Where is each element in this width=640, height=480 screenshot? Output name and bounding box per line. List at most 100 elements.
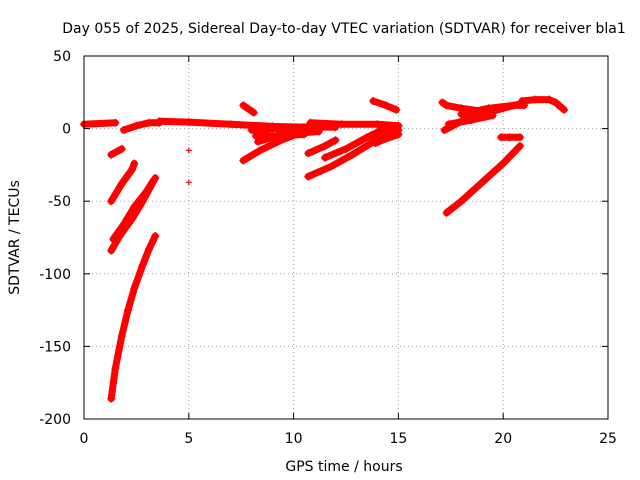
data-track (518, 96, 568, 114)
grid-lines (84, 56, 608, 419)
data-point (484, 104, 493, 113)
data-point (130, 284, 139, 293)
data-point (130, 159, 139, 168)
data-point (306, 118, 315, 127)
data-point (377, 121, 386, 130)
data-point (321, 142, 330, 151)
data-point (184, 118, 193, 127)
x-tick-label: 10 (285, 431, 303, 447)
data-point (107, 246, 116, 255)
data-point (331, 136, 340, 145)
series-track-01 (80, 118, 120, 129)
series-track-10 (239, 101, 258, 117)
data-point (394, 121, 403, 130)
series-track-24 (457, 101, 529, 119)
data-point (438, 98, 447, 107)
data-point (119, 220, 128, 229)
data-point (300, 130, 309, 139)
data-track (457, 101, 528, 118)
data-track (120, 119, 163, 134)
data-point (132, 121, 141, 130)
data-point (117, 179, 126, 188)
y-tick-label: -100 (39, 267, 71, 283)
data-point (440, 126, 449, 135)
data-point (530, 95, 539, 104)
x-axis-label: GPS time / hours (285, 459, 402, 475)
x-tick-label: 20 (494, 431, 512, 447)
y-tick-label: -50 (48, 194, 71, 210)
data-point (337, 120, 346, 129)
data-point (117, 332, 126, 341)
data-point (239, 101, 248, 110)
data-point (247, 126, 256, 135)
y-tick-label: 0 (62, 122, 71, 138)
y-axis-label: SDTVAR / TECUs (7, 180, 23, 295)
data-point (151, 232, 160, 241)
data-track (321, 123, 392, 162)
data-point (509, 101, 518, 110)
data-point (381, 101, 390, 110)
data-point (505, 133, 514, 142)
data-point (289, 124, 298, 133)
data-point (478, 178, 487, 187)
data-point (545, 95, 554, 104)
data-point (327, 162, 336, 171)
series-track-18 (369, 97, 401, 114)
series-track-05 (107, 144, 126, 159)
series-track-25 (518, 95, 568, 114)
series-track-20 (377, 121, 403, 130)
series-track-08 (109, 176, 158, 243)
data-point (488, 111, 497, 120)
data-point (144, 118, 153, 127)
data-point (499, 159, 508, 168)
data-point (128, 165, 137, 174)
data-point (371, 139, 380, 148)
data-point (130, 203, 139, 212)
data-point (109, 234, 118, 243)
data-point (321, 153, 330, 162)
isolated-data-point (185, 147, 192, 154)
data-point (551, 98, 560, 107)
data-point (314, 127, 323, 136)
y-tick-label: -150 (39, 339, 71, 355)
x-tick-label: 15 (389, 431, 407, 447)
data-point (117, 144, 126, 153)
data-point (457, 110, 466, 119)
data-point (251, 131, 260, 140)
data-point (457, 197, 466, 206)
data-point (442, 101, 451, 110)
series-track-06 (107, 159, 139, 206)
data-point (107, 197, 116, 206)
data-point (304, 172, 313, 181)
data-point (111, 118, 120, 127)
data-point (138, 261, 147, 270)
data-point (369, 97, 378, 106)
data-point (444, 120, 453, 129)
data-point (155, 117, 164, 126)
series-track-23 (444, 111, 497, 129)
series-track-27 (442, 142, 524, 217)
data-point (394, 130, 403, 139)
data-point (442, 208, 451, 217)
data-point (467, 115, 476, 124)
series-track-19 (371, 130, 403, 148)
data-track (239, 101, 258, 117)
y-tick-label: -200 (39, 412, 71, 428)
data-point (348, 150, 357, 159)
data-point (144, 245, 153, 254)
data-point (119, 126, 128, 135)
data-point (107, 150, 116, 159)
data-point (111, 364, 120, 373)
series-track-15 (304, 136, 340, 158)
series-track-13 (247, 124, 298, 135)
data-point (515, 142, 524, 151)
data-point (272, 131, 281, 140)
series-track-14 (251, 130, 309, 140)
data-point (362, 133, 371, 142)
data-point (381, 134, 390, 143)
data-point (304, 149, 313, 158)
data-track (156, 117, 339, 131)
x-tick-label: 25 (599, 431, 617, 447)
data-point (515, 133, 524, 142)
